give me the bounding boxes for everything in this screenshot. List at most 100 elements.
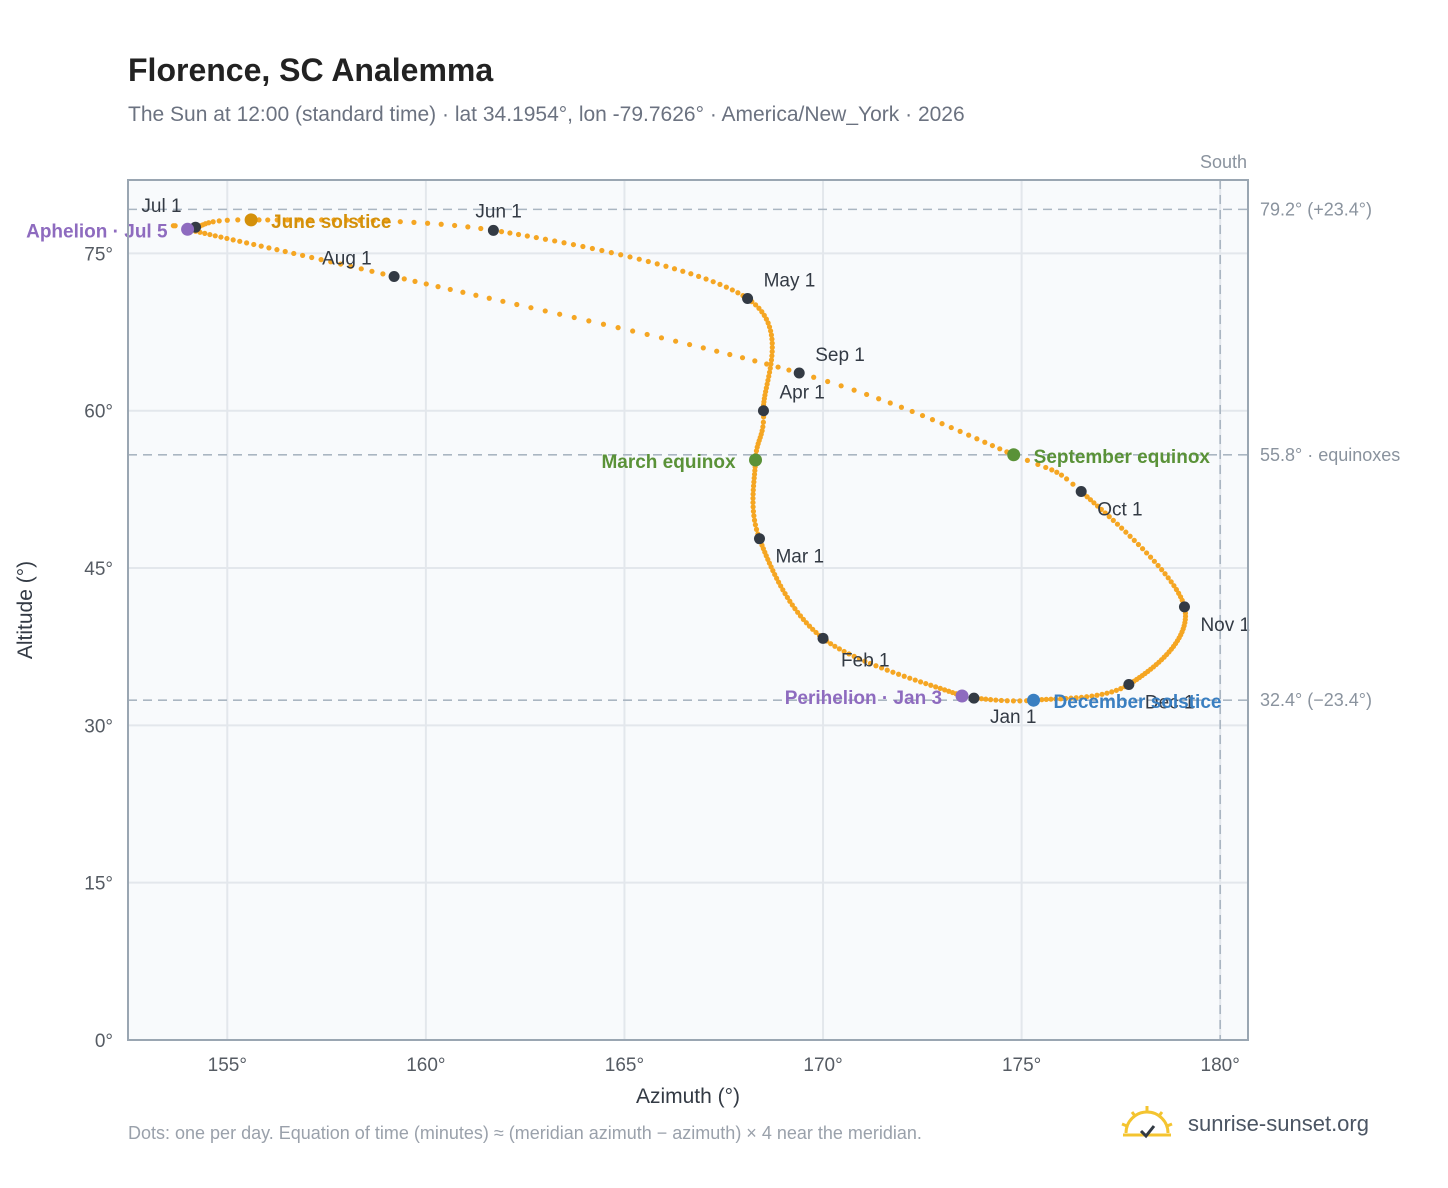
daily-sun-dot: [266, 245, 272, 251]
daily-sun-dot: [423, 281, 429, 287]
daily-sun-dot: [1048, 696, 1054, 702]
y-tick-label: 0°: [95, 1031, 113, 1052]
daily-sun-dot: [862, 658, 868, 664]
daily-sun-dot: [1017, 698, 1023, 704]
daily-sun-dot: [397, 219, 403, 225]
month-label: Apr 1: [779, 383, 824, 404]
daily-sun-dot: [1053, 696, 1059, 702]
daily-sun-dot: [928, 682, 934, 688]
daily-sun-dot: [425, 220, 431, 226]
daily-sun-dot: [1155, 562, 1161, 569]
daily-sun-dot: [473, 292, 479, 298]
month-label: Aug 1: [322, 248, 372, 269]
daily-sun-dot: [901, 673, 907, 679]
daily-sun-dot: [210, 219, 216, 225]
daily-sun-dot: [825, 378, 831, 385]
daily-sun-dot: [1091, 500, 1097, 506]
daily-sun-dot: [813, 629, 819, 636]
daily-sun-dot: [1127, 533, 1133, 539]
daily-sun-dot: [751, 517, 758, 523]
month-label: Feb 1: [841, 650, 890, 671]
x-tick-label: 160°: [406, 1055, 445, 1076]
daily-sun-dot: [978, 696, 985, 702]
reference-line-label: 55.8° · equinoxes: [1260, 445, 1400, 465]
daily-sun-dot: [636, 256, 642, 262]
daily-sun-dot: [1024, 457, 1031, 464]
daily-sun-dot: [358, 266, 364, 272]
daily-sun-dot: [765, 377, 771, 383]
daily-sun-dot: [618, 252, 624, 258]
daily-sun-dot: [1151, 558, 1157, 564]
daily-sun-dot: [766, 324, 773, 330]
daily-sun-dot: [769, 344, 775, 351]
daily-sun-dot: [644, 331, 650, 338]
daily-sun-dot: [1094, 503, 1101, 509]
daily-sun-dot: [907, 675, 913, 681]
daily-sun-dot: [589, 245, 595, 252]
daily-sun-dot: [465, 224, 471, 230]
daily-sun-dot: [274, 247, 280, 253]
daily-sun-dot: [890, 669, 896, 675]
daily-sun-dot: [1098, 506, 1104, 513]
daily-sun-dot: [767, 365, 773, 371]
daily-sun-dot: [1064, 476, 1070, 482]
daily-sun-dot: [937, 685, 943, 691]
y-tick-label: 45°: [84, 559, 113, 580]
daily-sun-dot: [478, 225, 484, 232]
daily-sun-dot: [599, 247, 605, 254]
daily-sun-dot: [401, 276, 407, 282]
daily-sun-dot: [769, 349, 775, 355]
daily-sun-dot: [811, 374, 817, 380]
daily-sun-dot: [552, 238, 558, 244]
daily-sun-dot: [237, 238, 243, 244]
daily-sun-dot: [300, 252, 306, 259]
daily-sun-dot: [1087, 497, 1094, 503]
month-marker: [1123, 678, 1135, 690]
event-label: March equinox: [601, 452, 736, 473]
daily-sun-dot: [435, 284, 441, 290]
daily-sun-dot: [452, 222, 458, 229]
daily-sun-dot: [319, 217, 325, 223]
daily-sun-dot: [344, 217, 350, 223]
daily-sun-dot: [909, 408, 915, 415]
month-label: Mar 1: [775, 547, 824, 568]
daily-sun-dot: [700, 345, 706, 351]
daily-sun-dot: [787, 598, 793, 604]
daily-sun-dot: [751, 475, 757, 481]
daily-sun-dot: [752, 522, 759, 528]
daily-sun-dot: [224, 217, 230, 223]
daily-sun-dot: [750, 491, 756, 497]
y-tick-label: 75°: [84, 244, 113, 265]
daily-sun-dot: [727, 351, 733, 358]
daily-sun-dot: [224, 235, 230, 242]
daily-sun-dot: [1123, 529, 1129, 535]
daily-sun-dot: [856, 656, 863, 662]
daily-sun-dot: [1089, 693, 1095, 699]
daily-sun-dot: [1109, 689, 1115, 695]
daily-sun-dot: [1110, 517, 1116, 523]
daily-sun-dot: [786, 367, 792, 373]
daily-sun-dot: [766, 373, 772, 379]
daily-sun-dot: [766, 369, 773, 375]
daily-sun-dot: [898, 404, 905, 410]
daily-sun-dot: [438, 221, 444, 227]
daily-sun-dot: [216, 218, 222, 224]
daily-sun-dot: [750, 504, 756, 510]
daily-sun-dot: [500, 298, 506, 304]
sun-logo-icon: [1121, 1106, 1173, 1139]
daily-sun-dot: [412, 278, 418, 284]
daily-sun-dot: [768, 328, 774, 334]
daily-sun-dot: [686, 341, 693, 348]
axis-ticks: 155° 160° 165° 170° 175° 180° 0° 15° 30° 45° 60° 75…: [84, 244, 1240, 1076]
daily-sun-dot: [202, 230, 208, 236]
daily-sun-dot: [810, 626, 816, 632]
daily-sun-dot: [933, 684, 939, 690]
daily-sun-dot: [876, 396, 882, 402]
x-tick-label: 155°: [208, 1055, 247, 1076]
daily-sun-dot: [750, 499, 756, 506]
month-label: Jul 1: [141, 196, 181, 217]
event-marker: [749, 453, 763, 467]
daily-sun-dot: [753, 302, 759, 308]
daily-sun-dot: [291, 250, 297, 257]
daily-sun-dot: [775, 579, 782, 585]
